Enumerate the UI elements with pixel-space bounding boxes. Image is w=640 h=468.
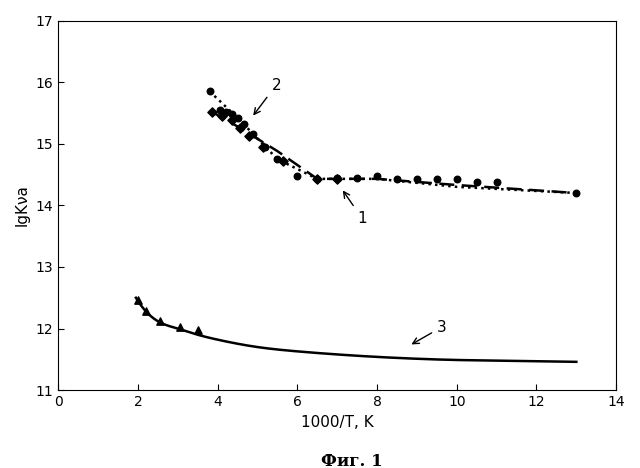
Point: [278, 157, 289, 165]
Point: [372, 172, 382, 180]
Point: [332, 174, 342, 182]
Point: [227, 117, 237, 124]
Point: [216, 112, 227, 120]
Point: [392, 175, 402, 183]
Point: [272, 155, 282, 163]
Y-axis label: lgKνа: lgKνа: [15, 184, 30, 227]
Point: [193, 327, 203, 334]
Point: [259, 143, 269, 151]
Text: 2: 2: [254, 78, 281, 114]
Point: [175, 323, 185, 330]
Point: [227, 110, 237, 118]
Text: 1: 1: [344, 192, 367, 226]
Point: [412, 175, 422, 183]
Point: [141, 307, 151, 315]
Point: [492, 178, 502, 186]
Point: [248, 131, 259, 138]
Point: [207, 108, 217, 116]
Point: [214, 106, 225, 114]
Point: [312, 175, 323, 183]
Point: [352, 174, 362, 182]
Point: [312, 175, 323, 183]
Text: 3: 3: [413, 320, 447, 344]
Point: [260, 143, 271, 151]
Point: [234, 124, 244, 132]
Point: [432, 175, 442, 183]
Point: [572, 189, 582, 197]
Text: Фиг. 1: Фиг. 1: [321, 453, 383, 468]
Point: [452, 175, 462, 183]
Point: [472, 178, 482, 186]
Point: [238, 120, 248, 128]
Point: [132, 296, 143, 303]
Point: [155, 317, 165, 325]
Point: [244, 132, 255, 140]
Point: [232, 114, 243, 122]
X-axis label: 1000/T, K: 1000/T, K: [301, 415, 374, 430]
Point: [205, 88, 215, 95]
Point: [292, 172, 303, 180]
Point: [332, 175, 342, 183]
Point: [220, 108, 230, 116]
